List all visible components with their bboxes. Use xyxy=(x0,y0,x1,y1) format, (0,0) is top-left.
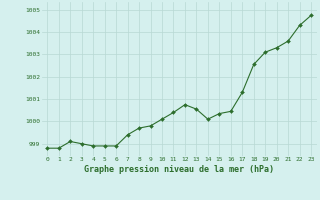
X-axis label: Graphe pression niveau de la mer (hPa): Graphe pression niveau de la mer (hPa) xyxy=(84,165,274,174)
